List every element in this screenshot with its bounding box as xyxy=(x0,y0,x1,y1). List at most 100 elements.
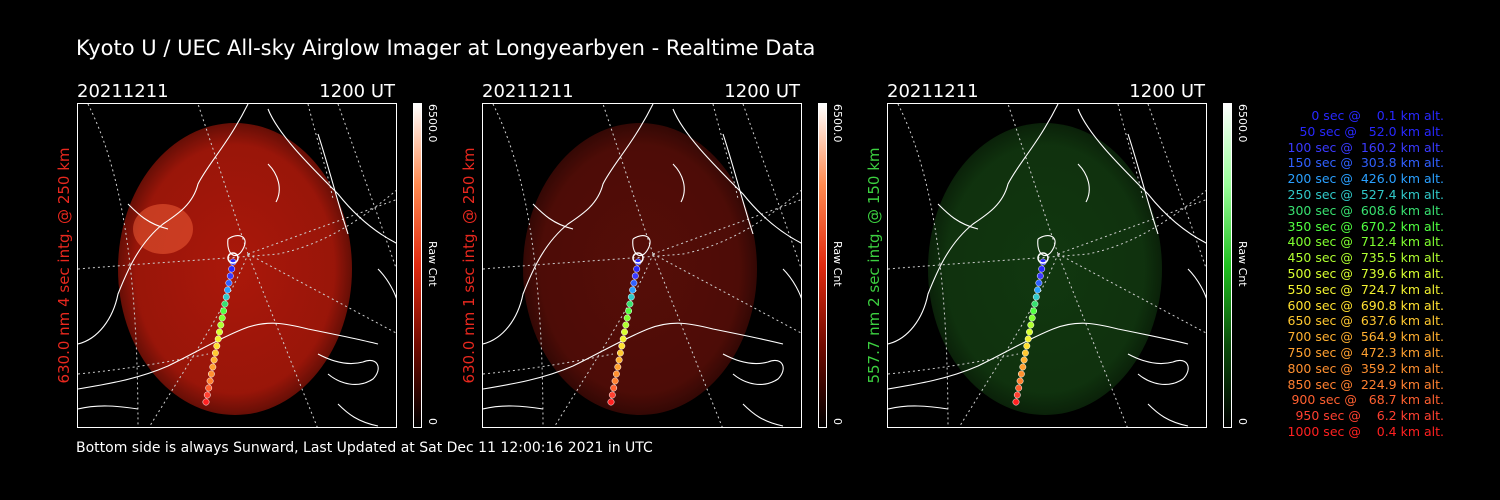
trajectory-point xyxy=(218,314,226,322)
trajectory-point xyxy=(623,314,631,322)
legend-row: 400 sec @ 712.4 km alt. xyxy=(1287,234,1444,250)
bright-patch xyxy=(133,204,193,254)
colorbar-unit-label: Raw Cnt xyxy=(1236,241,1249,287)
colorbar-min-label: 0 xyxy=(831,418,844,425)
trajectory-point xyxy=(1021,349,1029,357)
legend-row: 800 sec @ 359.2 km alt. xyxy=(1287,360,1444,376)
legend-row: 50 sec @ 52.0 km alt. xyxy=(1299,123,1444,139)
coastline xyxy=(742,403,784,427)
coastline xyxy=(1037,235,1056,257)
trajectory-point xyxy=(614,363,622,371)
graticule-line xyxy=(87,104,139,427)
trajectory-point xyxy=(213,342,221,350)
trajectory-point xyxy=(618,342,626,350)
graticule-line xyxy=(1057,199,1206,255)
trajectory-point xyxy=(633,265,641,273)
coastline xyxy=(267,108,396,244)
legend-row: 250 sec @ 527.4 km alt. xyxy=(1287,186,1444,202)
trajectory-point xyxy=(206,377,214,385)
coastline xyxy=(1187,268,1206,299)
trajectory-point xyxy=(621,328,628,336)
trajectory-point xyxy=(226,272,234,280)
coastline xyxy=(672,108,801,244)
graticule-line xyxy=(247,199,396,255)
panel-date: 20211211 xyxy=(482,81,574,102)
graticule-line xyxy=(492,104,544,427)
legend-row: 850 sec @ 224.9 km alt. xyxy=(1287,376,1444,392)
launch-site-marker xyxy=(1037,252,1049,264)
trajectory-point xyxy=(1035,279,1043,287)
allsky-image xyxy=(888,104,1206,427)
panel-ylabel: 557.7 nm 2 sec intg. @ 150 km xyxy=(865,147,883,384)
coastline xyxy=(78,405,139,410)
trajectory-point xyxy=(209,363,217,371)
trajectory-point xyxy=(611,377,619,385)
trajectory-point xyxy=(1013,391,1021,399)
graticule-line xyxy=(712,104,739,200)
coastline xyxy=(483,104,654,345)
trajectory-point xyxy=(202,398,210,406)
graticule-line xyxy=(1007,104,1059,255)
trajectory-point xyxy=(221,300,229,308)
coastline xyxy=(483,405,544,410)
coastline xyxy=(722,133,754,235)
coastline xyxy=(1077,163,1090,203)
trajectory-point xyxy=(616,349,624,357)
coastline xyxy=(632,235,651,257)
trajectory-point xyxy=(607,398,615,406)
graticule-line xyxy=(652,253,801,334)
trajectory-point xyxy=(217,321,225,329)
graticule-line xyxy=(897,104,949,427)
panel-time: 1200 UT xyxy=(1129,81,1205,102)
graticule-line xyxy=(247,253,318,427)
panel-ylabel: 630.0 nm 4 sec intg. @ 250 km xyxy=(55,147,73,384)
coastline xyxy=(722,353,784,385)
graticule-line xyxy=(1057,253,1128,427)
graticule-line xyxy=(652,199,801,255)
panel-ylabel: 630.0 nm 1 sec intg. @ 250 km xyxy=(460,147,478,384)
coastline xyxy=(227,235,246,257)
trajectory-point xyxy=(622,321,630,329)
trajectory-point xyxy=(1026,328,1033,336)
trajectory-point xyxy=(629,286,637,294)
graticule-line xyxy=(247,253,396,334)
legend-row: 350 sec @ 670.2 km alt. xyxy=(1287,218,1444,234)
trajectory-point xyxy=(627,293,635,301)
graticule-line xyxy=(888,353,1019,375)
allsky-image xyxy=(483,104,801,427)
footer-note: Bottom side is always Sunward, Last Upda… xyxy=(76,440,653,456)
graticule-line xyxy=(1057,253,1206,334)
panel-time: 1200 UT xyxy=(724,81,800,102)
coastline xyxy=(672,163,685,203)
graticule-line xyxy=(958,253,1059,427)
graticule-line xyxy=(307,104,334,200)
trajectory-point xyxy=(1032,293,1040,301)
legend-row: 100 sec @ 160.2 km alt. xyxy=(1287,139,1444,155)
colorbar-max-label: 6500.0 xyxy=(1236,104,1249,143)
coastline xyxy=(1127,353,1189,385)
trajectory-point xyxy=(214,335,222,343)
trajectory-point xyxy=(1027,321,1035,329)
graticule-line xyxy=(1117,104,1144,200)
trajectory-point xyxy=(1016,377,1024,385)
colorbar xyxy=(413,103,422,428)
page-title: Kyoto U / UEC All-sky Airglow Imager at … xyxy=(76,36,816,60)
trajectory-point xyxy=(1017,370,1025,378)
graticule-line xyxy=(78,353,209,375)
trajectory-point xyxy=(207,370,215,378)
panel-date: 20211211 xyxy=(77,81,169,102)
trajectory-point xyxy=(211,349,219,357)
trajectory-point xyxy=(625,307,633,315)
trajectory-point xyxy=(222,293,230,301)
trajectory-point xyxy=(1034,286,1042,294)
legend-row: 500 sec @ 739.6 km alt. xyxy=(1287,265,1444,281)
coastline xyxy=(888,405,949,410)
legend-row: 700 sec @ 564.9 km alt. xyxy=(1287,329,1444,345)
trajectory-point xyxy=(1015,384,1023,392)
legend-row: 0 sec @ 0.1 km alt. xyxy=(1311,108,1444,123)
graticule-line xyxy=(1147,104,1206,270)
colorbar-min-label: 0 xyxy=(1236,418,1249,425)
trajectory-point xyxy=(1019,363,1027,371)
graticule-line xyxy=(148,253,249,427)
trajectory-point xyxy=(608,391,616,399)
